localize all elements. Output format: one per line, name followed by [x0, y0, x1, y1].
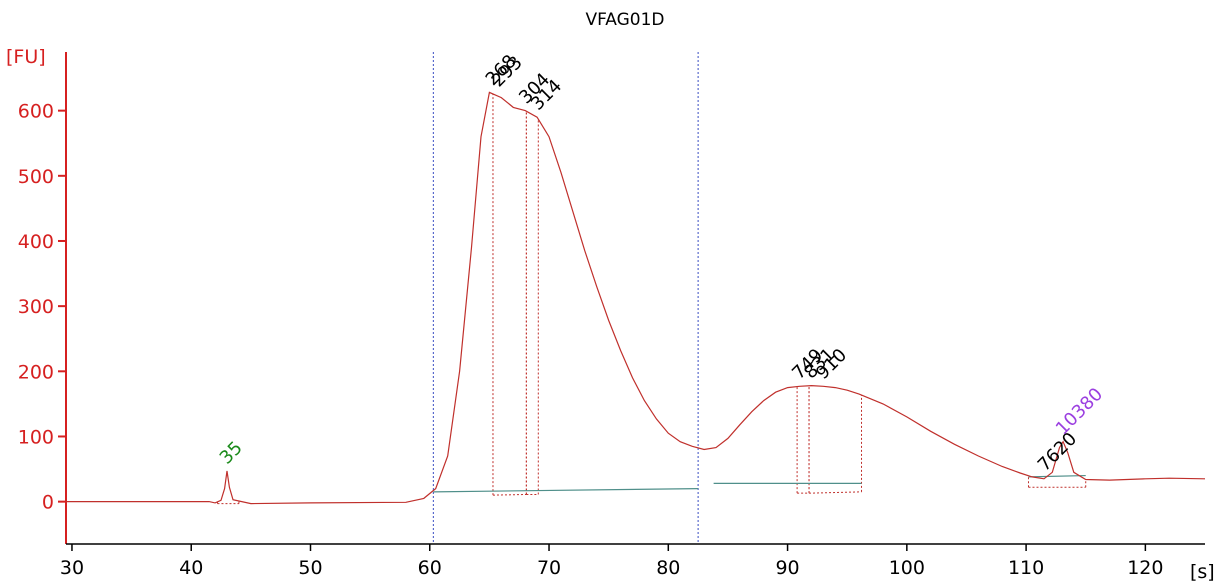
y-tick-label: 600 — [18, 101, 54, 123]
baseline-segment — [1028, 474, 1086, 478]
x-tick-label: 70 — [537, 557, 561, 579]
y-axis-label: [FU] — [6, 46, 46, 68]
y-tick-label: 200 — [18, 361, 54, 383]
y-tick-label: 0 — [42, 492, 54, 514]
x-tick-label: 80 — [656, 557, 680, 579]
x-tick-label: 40 — [179, 557, 203, 579]
peak-regions — [216, 93, 1087, 505]
baselines — [433, 474, 1086, 493]
region-markers — [432, 52, 699, 544]
x-tick-label: 120 — [1127, 557, 1163, 579]
y-tick-label: 400 — [18, 231, 54, 253]
x-tick-label: 50 — [298, 557, 322, 579]
peak-label: 10380 — [1052, 384, 1107, 439]
x-tick-label: 90 — [775, 557, 799, 579]
axes: 0 100 200 300 400 500 600 30 40 50 60 70 80 90 100 110 1… — [18, 52, 1205, 579]
y-tick-label: 300 — [18, 296, 54, 318]
x-tick-label: 60 — [418, 557, 442, 579]
peak-region-floor — [809, 491, 862, 494]
peak-label: 7620 — [1034, 428, 1081, 475]
y-tick-label: 500 — [18, 166, 54, 188]
y-tick-label: 100 — [18, 426, 54, 448]
baseline-segment — [433, 488, 699, 493]
x-tick-label: 100 — [889, 557, 925, 579]
trace — [66, 91, 1206, 505]
peak-region-floor — [492, 493, 527, 496]
peak-label: 35 — [216, 438, 247, 469]
x-tick-label: 30 — [60, 557, 84, 579]
chart-title: VFAG01D — [585, 10, 664, 30]
x-tick-label: 110 — [1008, 557, 1044, 579]
x-axis-label: [s] — [1190, 561, 1215, 583]
trace-line — [66, 91, 1206, 505]
